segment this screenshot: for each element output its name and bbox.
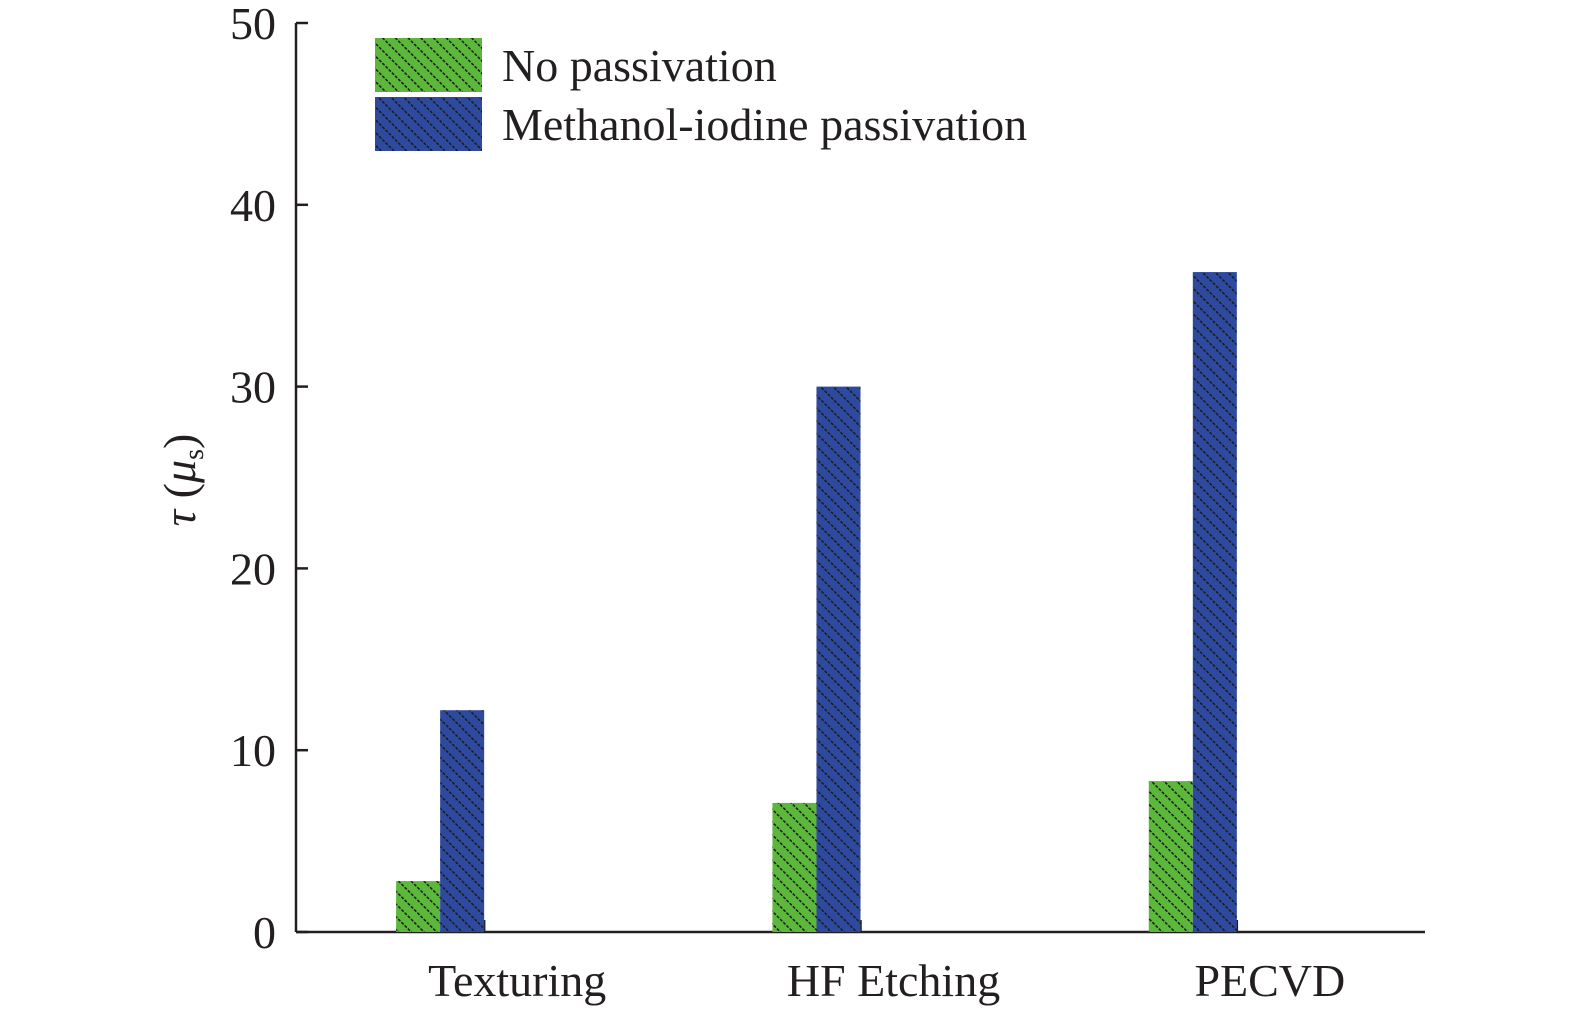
y-tick-label: 30 [230,362,276,413]
bar-methanol-iodine-hf-etching [816,386,861,933]
bar-methanol-iodine-pecvd [1192,272,1237,932]
legend-swatch [375,97,482,151]
legend-label: Methanol-iodine passivation [502,99,1027,150]
y-tick-label: 40 [230,180,276,231]
x-category-label: Texturing [428,955,606,1006]
bars [396,272,1237,933]
legend-swatch [375,38,482,92]
x-category-label: HF Etching [787,955,1000,1006]
x-axis: Texturing HF Etching PECVD [296,920,1425,1006]
legend-label: No passivation [502,40,777,91]
legend: No passivation Methanol-iodine passivatio… [375,38,1027,151]
y-axis-label-close: ) [154,434,205,449]
y-tick-label: 20 [230,543,276,594]
y-tick-label: 10 [230,725,276,776]
y-axis-label-unit: μ [154,460,205,484]
x-category-label: PECVD [1194,955,1345,1006]
bar-no-passivation-hf-etching [772,802,817,932]
bar-no-passivation-pecvd [1148,781,1193,932]
y-axis-label: τ (μs) [154,434,210,527]
bar-methanol-iodine-texturing [440,710,485,932]
y-axis-label-open: ( [154,483,205,510]
y-tick-label: 50 [230,0,276,49]
y-axis-label-unit-sub: s [179,449,210,460]
y-axis: 0 10 20 30 40 50 [230,0,308,958]
y-axis-label-symbol: τ [154,508,205,526]
y-tick-label: 0 [253,907,276,958]
bar-no-passivation-texturing [396,881,441,932]
